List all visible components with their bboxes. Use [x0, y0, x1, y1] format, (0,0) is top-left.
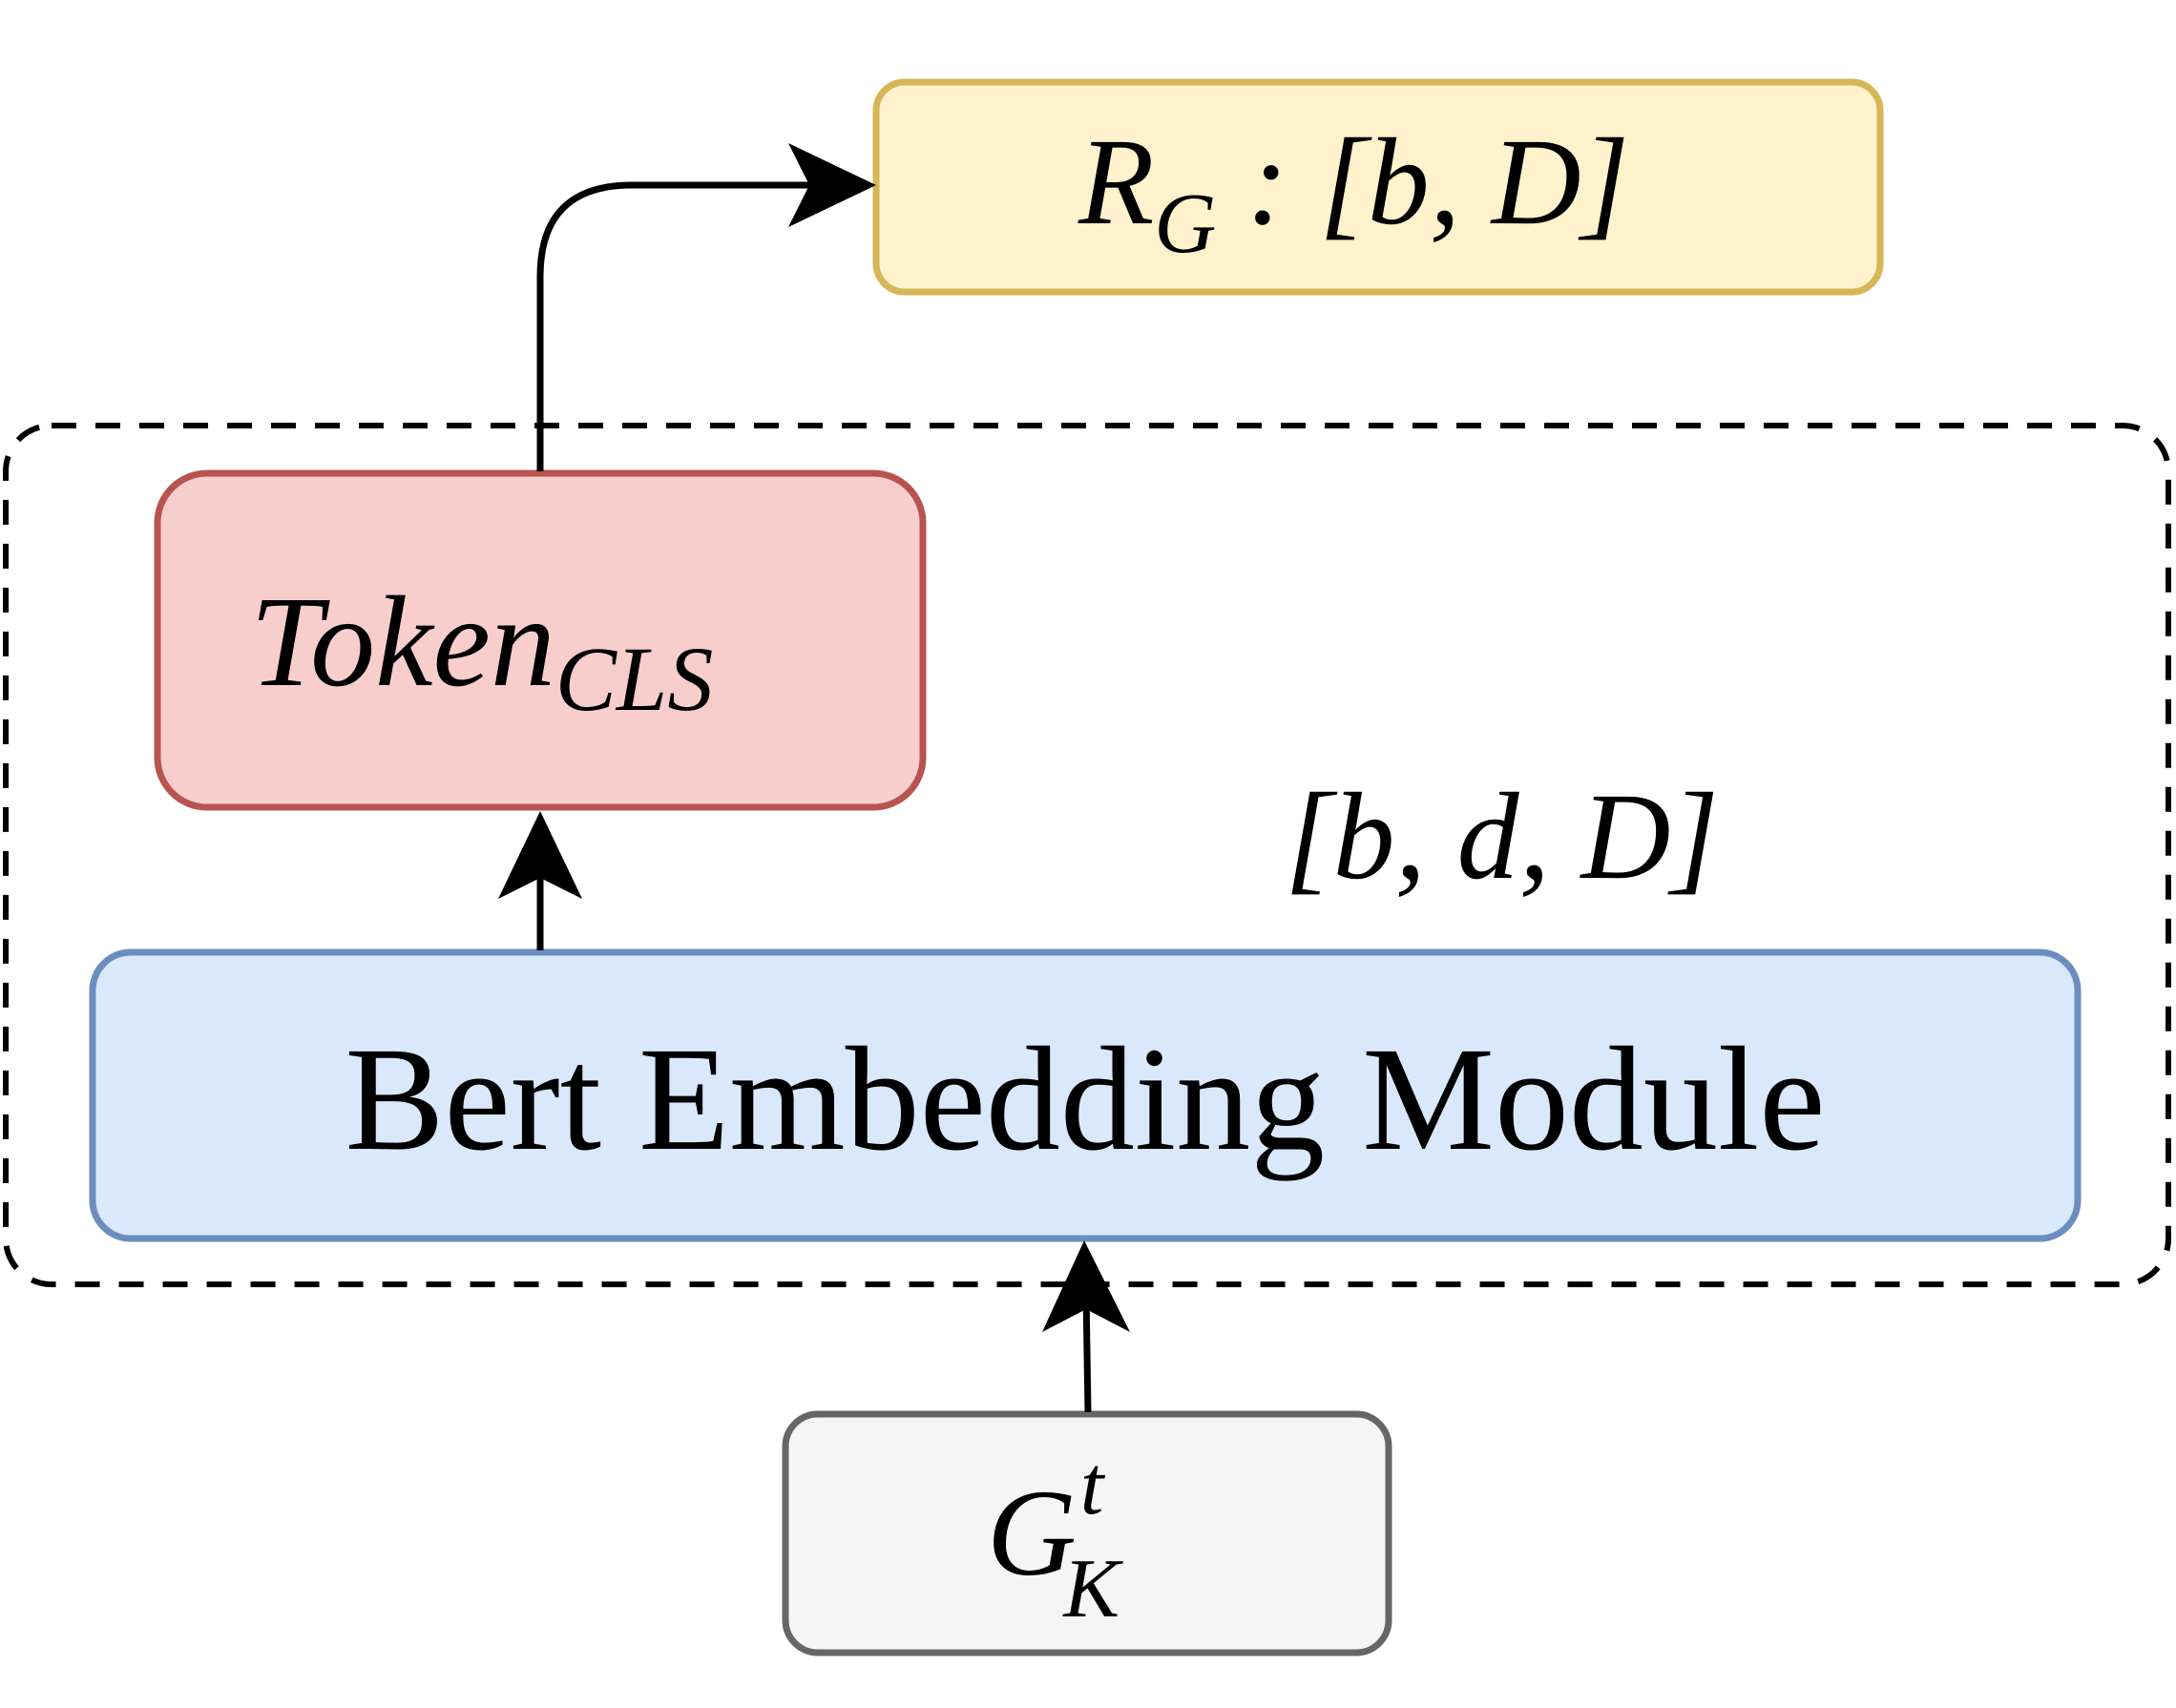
bert-embedding-box: Bert Embedding Module	[89, 948, 2082, 1242]
input-box-rect	[782, 1410, 1392, 1656]
token-cls-rect	[154, 469, 927, 811]
output-subscript: G	[1154, 177, 1216, 271]
arrow-input-to-bert-head	[1042, 1240, 1130, 1332]
arrow-token-to-output-head	[788, 143, 876, 227]
arrow-bert-to-token-head	[498, 811, 582, 899]
arrow-input-to-bert	[1042, 1240, 1130, 1413]
input-box: Gt K	[782, 1410, 1392, 1656]
output-box: RG : [b, D]	[872, 78, 1884, 296]
input-box-label: Gt K	[987, 1440, 1123, 1635]
input-symbol: G	[987, 1465, 1077, 1602]
token-symbol: Token	[250, 571, 555, 714]
bert-embedding-rect	[89, 948, 2082, 1242]
arrow-token-to-output-path	[536, 181, 821, 471]
input-subscript: K	[1061, 1543, 1123, 1635]
output-box-label: RG : [b, D]	[1078, 114, 1629, 271]
intermediate-shape-label: [b, d, D]	[1285, 768, 1719, 906]
arrow-input-to-bert-line	[1082, 1292, 1092, 1413]
bert-embedding-label: Bert Embedding Module	[345, 1016, 1825, 1181]
input-superscript: t	[1080, 1440, 1106, 1532]
output-shape: : [b, D]	[1246, 114, 1629, 251]
output-symbol: R	[1078, 114, 1154, 251]
token-cls-box: TokenCLS	[154, 469, 927, 811]
token-subscript: CLS	[555, 628, 713, 730]
token-cls-label: TokenCLS	[250, 571, 713, 730]
output-box-rect	[872, 78, 1884, 296]
arrow-token-to-output	[536, 143, 876, 471]
arrow-bert-to-token	[498, 811, 582, 950]
